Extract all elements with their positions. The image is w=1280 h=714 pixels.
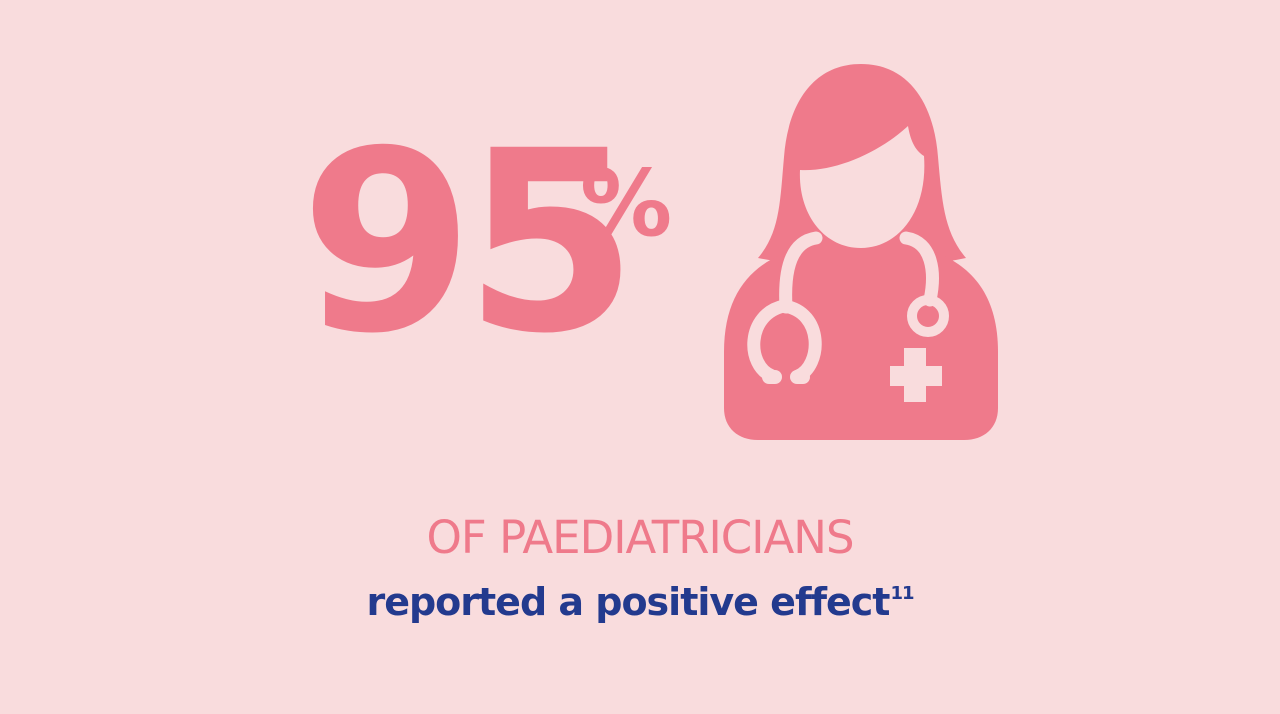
stat-number: 95 xyxy=(300,97,638,388)
reference-number: 11 xyxy=(890,583,914,604)
stat-block: 95 % xyxy=(300,118,680,378)
caption-sub: reported a positive effect11 xyxy=(0,583,1280,621)
stat-percent: % xyxy=(580,150,673,257)
caption-main: OF PAEDIATRICIANS xyxy=(426,511,854,564)
female-doctor-icon xyxy=(718,62,1004,444)
caption-sub-text: reported a positive effect xyxy=(366,580,890,624)
